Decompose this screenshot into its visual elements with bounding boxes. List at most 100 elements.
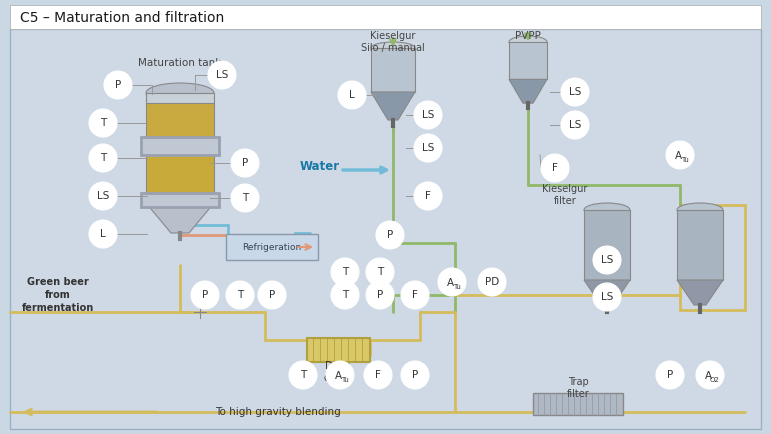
FancyBboxPatch shape [141,137,219,155]
FancyBboxPatch shape [509,42,547,79]
Text: L: L [349,90,355,100]
Text: F: F [425,191,431,201]
Text: O2: O2 [710,377,720,383]
Circle shape [191,281,219,309]
Text: T: T [342,290,348,300]
Circle shape [231,149,259,177]
Text: P: P [377,290,383,300]
Text: PD: PD [485,277,499,287]
Text: T: T [100,153,106,163]
Circle shape [666,141,694,169]
Text: T: T [237,290,243,300]
FancyBboxPatch shape [307,338,370,362]
Circle shape [226,281,254,309]
Text: P: P [115,80,121,90]
Circle shape [331,258,359,286]
Circle shape [326,361,354,389]
Text: T: T [342,267,348,277]
Text: Water: Water [300,161,340,174]
Ellipse shape [371,42,415,54]
Text: P: P [412,370,418,380]
Text: T: T [300,370,306,380]
Text: LS: LS [422,143,434,153]
FancyBboxPatch shape [146,103,214,145]
Text: LS: LS [569,87,581,97]
Circle shape [89,182,117,210]
Circle shape [208,61,236,89]
Circle shape [478,268,506,296]
Text: T: T [242,193,248,203]
Text: C5 – Maturation and filtration: C5 – Maturation and filtration [20,11,224,25]
FancyBboxPatch shape [141,193,219,207]
Circle shape [541,154,569,182]
Circle shape [561,111,589,139]
Text: Tu: Tu [453,284,461,290]
Text: Deep
cooler: Deep cooler [323,361,353,383]
FancyBboxPatch shape [226,234,318,260]
Circle shape [89,144,117,172]
Circle shape [231,184,259,212]
Circle shape [89,220,117,248]
Circle shape [401,281,429,309]
FancyBboxPatch shape [10,5,761,29]
FancyBboxPatch shape [146,147,214,202]
Text: A: A [446,278,453,288]
Text: P: P [269,290,275,300]
Text: LS: LS [216,70,228,80]
Ellipse shape [677,203,723,217]
Text: Tu: Tu [681,157,689,163]
Circle shape [366,258,394,286]
Circle shape [104,71,132,99]
Circle shape [414,134,442,162]
Text: F: F [552,163,558,173]
Text: LS: LS [601,292,613,302]
Circle shape [258,281,286,309]
Text: A: A [675,151,682,161]
Polygon shape [509,79,547,103]
Text: P: P [202,290,208,300]
Text: LS: LS [569,120,581,130]
Text: Tu: Tu [341,377,348,383]
Ellipse shape [584,203,630,217]
Text: A: A [335,371,342,381]
Circle shape [414,182,442,210]
Circle shape [401,361,429,389]
Text: Trap
filter: Trap filter [567,377,589,399]
Polygon shape [584,280,630,305]
Polygon shape [371,92,415,120]
Text: PVPP: PVPP [515,31,541,41]
Polygon shape [677,280,723,305]
Text: P: P [387,230,393,240]
FancyBboxPatch shape [10,29,761,429]
Text: T: T [100,118,106,128]
Text: To high gravity blending: To high gravity blending [215,407,341,417]
Circle shape [376,221,404,249]
Text: F: F [412,290,418,300]
Text: LS: LS [422,110,434,120]
Text: Refrigeration: Refrigeration [242,243,301,251]
FancyBboxPatch shape [584,210,630,280]
Text: P: P [667,370,673,380]
FancyBboxPatch shape [371,48,415,92]
Circle shape [338,81,366,109]
Text: LS: LS [97,191,109,201]
Text: Maturation tank: Maturation tank [138,58,222,68]
FancyBboxPatch shape [146,93,214,105]
Circle shape [364,361,392,389]
Text: LS: LS [601,255,613,265]
Circle shape [414,101,442,129]
Circle shape [289,361,317,389]
Circle shape [366,281,394,309]
Ellipse shape [509,36,547,48]
FancyBboxPatch shape [533,393,623,415]
Polygon shape [146,203,214,233]
Circle shape [656,361,684,389]
Text: T: T [377,267,383,277]
Circle shape [593,283,621,311]
Text: Kieselgur
Silo / manual: Kieselgur Silo / manual [361,31,425,53]
FancyBboxPatch shape [677,210,723,280]
Circle shape [331,281,359,309]
Text: F: F [375,370,381,380]
Ellipse shape [146,83,214,103]
Circle shape [438,268,466,296]
